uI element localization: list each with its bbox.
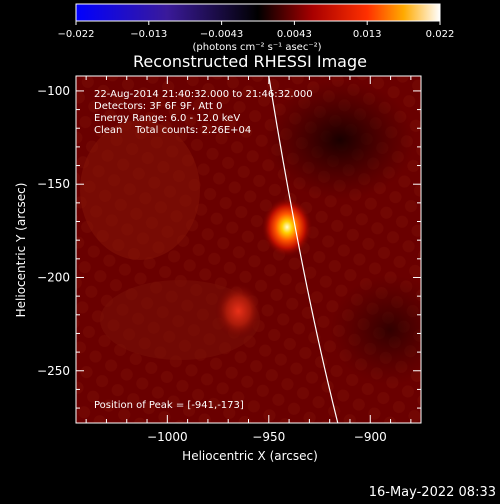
- chart-title: Reconstructed RHESSI Image: [133, 52, 367, 71]
- y-tick-label: −250: [37, 364, 70, 378]
- x-tick-label: −900: [354, 430, 387, 444]
- colorbar-tick-label: −0.0043: [200, 29, 243, 40]
- annotation-detectors: Detectors: 3F 6F 9F, Att 0: [94, 101, 222, 112]
- y-tick-label: −200: [37, 270, 70, 284]
- x-axis: −1000 −950 −900: [85, 76, 412, 444]
- colorbar-label: (photons cm⁻² s⁻¹ asec⁻²): [192, 42, 321, 53]
- x-axis-label: Heliocentric X (arcsec): [182, 449, 318, 463]
- annotation-peak: Position of Peak = [-941,-173]: [94, 400, 244, 411]
- heatmap-image: [76, 76, 421, 423]
- annotation-clean: Clean Total counts: 2.26E+04: [94, 125, 251, 136]
- solar-limb-curve: [268, 76, 339, 423]
- colorbar: [75, 3, 441, 22]
- footer-date: 16-May-2022 08:33: [369, 485, 496, 500]
- annotations: 22-Aug-2014 21:40:32.000 to 21:46:32.000…: [94, 89, 313, 411]
- y-axis: −100 −150 −200 −250: [37, 84, 421, 409]
- colorbar-ticks: −0.022 −0.013 −0.0043 0.0043 0.013 0.022: [57, 21, 454, 40]
- annotation-energy: Energy Range: 6.0 - 12.0 keV: [94, 113, 240, 124]
- y-tick-label: −150: [37, 177, 70, 191]
- x-tick-label: −1000: [147, 430, 188, 444]
- colorbar-tick-label: 0.0043: [277, 29, 312, 40]
- x-tick-label: −950: [252, 430, 285, 444]
- y-axis-label: Heliocentric Y (arcsec): [14, 183, 28, 318]
- source-layer: [214, 197, 313, 340]
- y-tick-label: −100: [37, 84, 70, 98]
- peak-source: [261, 197, 313, 258]
- colorbar-tick-label: 0.013: [353, 29, 382, 40]
- colorbar-tick-label: 0.022: [426, 29, 455, 40]
- colorbar-tick-label: −0.013: [130, 29, 167, 40]
- secondary-source: [214, 283, 263, 340]
- annotation-time: 22-Aug-2014 21:40:32.000 to 21:46:32.000: [94, 89, 313, 100]
- colorbar-tick-label: −0.022: [57, 29, 94, 40]
